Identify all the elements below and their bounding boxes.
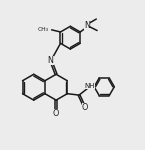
Text: CH₃: CH₃: [38, 27, 49, 32]
Text: N: N: [48, 56, 54, 65]
Text: NH: NH: [85, 83, 95, 89]
Text: O: O: [82, 103, 88, 112]
Text: N: N: [84, 21, 90, 30]
Text: O: O: [53, 109, 59, 118]
